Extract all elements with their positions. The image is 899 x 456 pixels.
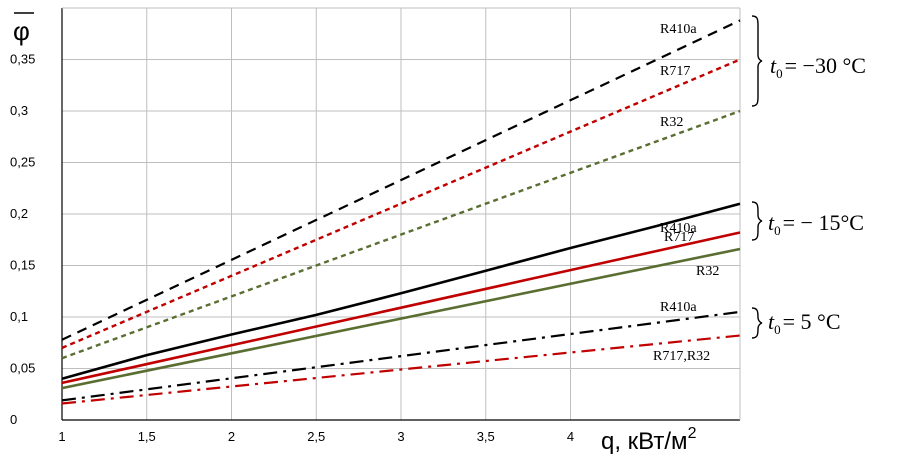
series-line-t5-r410a bbox=[61, 310, 741, 402]
series-line-t30-r32 bbox=[61, 109, 741, 360]
group-label-t5: t0= 5 °C bbox=[768, 309, 841, 337]
y-tick-label: 0 bbox=[10, 412, 17, 427]
y-tick-label: 0,35 bbox=[10, 52, 35, 67]
series-line-t5-r717-r32 bbox=[61, 334, 741, 405]
series-label: R32 bbox=[660, 115, 683, 130]
series-line-t30-r410a bbox=[61, 19, 741, 341]
series-lines bbox=[61, 19, 741, 405]
y-tick-label: 0,25 bbox=[10, 155, 35, 170]
group-label-value: = −30 °C bbox=[785, 53, 866, 78]
x-tick-label: 3 bbox=[397, 429, 404, 444]
series-label: R410a bbox=[660, 221, 697, 236]
y-tick-label: 0,05 bbox=[10, 361, 35, 376]
x-tick-label: 3,5 bbox=[477, 429, 495, 444]
x-tick-label: 1 bbox=[58, 429, 65, 444]
series-label: R717 bbox=[660, 64, 690, 79]
y-tick-label: 0,3 bbox=[10, 103, 28, 118]
group-label-subscript: 0 bbox=[774, 223, 781, 238]
y-axis-title-group: φ bbox=[13, 12, 34, 46]
series-line-t15-r717 bbox=[61, 231, 741, 385]
series-label: R717 bbox=[664, 230, 694, 245]
series-label: R717,R32 bbox=[653, 349, 710, 364]
tick-labels: 0 0,05 0,1 0,15 0,2 0,25 0,3 0,35 1 1,5 2 2,5 3 3,5 4 bbox=[10, 52, 574, 445]
y-tick-label: 0,15 bbox=[10, 258, 35, 273]
series-label: R32 bbox=[696, 264, 719, 279]
x-axis-title-text: q, кВт/м bbox=[601, 428, 688, 455]
y-axis-title: φ bbox=[13, 16, 30, 46]
group-label-t30: t0= −30 °C bbox=[770, 53, 866, 81]
group-brace-t30 bbox=[751, 15, 763, 107]
x-axis-title-superscript: 2 bbox=[688, 425, 697, 442]
y-tick-label: 0,2 bbox=[10, 206, 28, 221]
series-line-t15-r32 bbox=[61, 247, 741, 390]
x-tick-label: 4 bbox=[567, 429, 574, 444]
axes bbox=[61, 7, 741, 421]
group-label-variable: t bbox=[770, 53, 777, 78]
series-line-t15-r410a bbox=[61, 202, 741, 381]
series-label: R410a bbox=[660, 300, 697, 315]
group-label-subscript: 0 bbox=[774, 322, 781, 337]
y-tick-label: 0,1 bbox=[10, 309, 28, 324]
group-label-variable: t bbox=[768, 210, 775, 235]
x-tick-label: 2,5 bbox=[307, 429, 325, 444]
x-tick-label: 2 bbox=[228, 429, 235, 444]
x-axis-title-group: q, кВт/м2 bbox=[601, 425, 697, 455]
group-label-value: = − 15°C bbox=[783, 210, 864, 235]
group-brace-t15 bbox=[751, 201, 763, 241]
group-label-value: = 5 °C bbox=[783, 309, 841, 334]
group-label-variable: t bbox=[768, 309, 775, 334]
group-brace-t5 bbox=[751, 307, 763, 339]
group-label-subscript: 0 bbox=[776, 66, 783, 81]
group-label-t15: t0= − 15°C bbox=[768, 210, 864, 238]
x-tick-label: 1,5 bbox=[138, 429, 156, 444]
x-axis-title: q, кВт/м2 bbox=[601, 425, 697, 455]
series-line-t30-r717 bbox=[61, 58, 741, 350]
grid bbox=[62, 8, 740, 420]
series-label: R410a bbox=[660, 22, 697, 37]
group-annotations: t0= −30 °Ct0= − 15°Ct0= 5 °C bbox=[751, 15, 866, 339]
